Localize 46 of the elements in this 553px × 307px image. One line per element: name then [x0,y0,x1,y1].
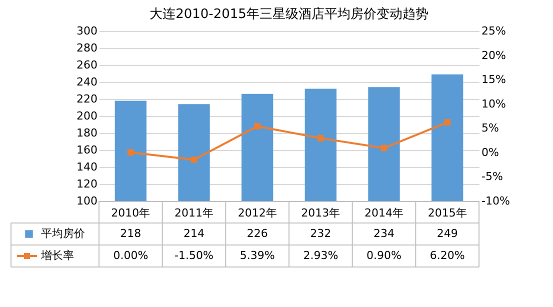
point [254,123,260,130]
y-tick-label: 260 [76,58,98,72]
y2-tick-label: 0% [482,146,499,159]
data-label: 218 [120,227,142,240]
data-label: 0.00% [113,249,148,262]
point [190,156,198,163]
data-label: 6.20% [430,249,465,262]
data-label: 234 [374,227,394,240]
data-label: 232 [310,227,332,240]
x-tick-label: 2010年 [111,206,150,220]
x-tick-label: 2013年 [301,206,340,220]
y-tick-label: 180 [76,126,98,140]
point [318,135,324,142]
y-tick-label: 140 [76,160,98,174]
point [128,149,134,156]
data-label: 249 [436,227,458,240]
y2-tick-label: -10% [482,194,510,208]
y-tick-label: 300 [76,24,98,38]
x-tick-label: 2012年 [238,206,277,220]
point [380,144,388,152]
x-tick-label: 2014年 [364,206,404,220]
y2-tick-label: -5% [482,170,503,184]
data-label: 0.90% [366,249,402,262]
y2-tick-label: 20% [482,48,506,62]
y-tick-label: 160 [76,144,98,156]
point [444,119,450,126]
y2-tick-label: 25% [482,24,506,38]
data-label: -1.50% [174,249,214,262]
x-tick-label: 2011年 [174,206,214,220]
data-label: 2.93% [303,249,338,262]
data-label: 214 [184,227,204,240]
x-tick-label: 2015年 [428,206,467,220]
y-tick-label: 200 [76,110,98,122]
y-tick-label: 220 [76,92,98,106]
y2-tick-label: 15% [482,73,506,86]
y2-tick-label: 10% [482,97,506,110]
legend-label: 增长率 [40,249,74,262]
legend-label: 平均房价 [41,227,85,240]
y-tick-label: 240 [76,76,98,88]
data-label: 226 [246,227,268,240]
y2-tick-label: 5% [482,122,499,135]
y-tick-label: 100 [76,194,98,208]
y-tick-label: 280 [76,42,98,54]
data-label: 5.39% [240,249,275,262]
chart-title: 大连2010-2015年三星级酒店平均房价变动趋势 [150,6,428,22]
y-tick-label: 120 [76,178,98,190]
